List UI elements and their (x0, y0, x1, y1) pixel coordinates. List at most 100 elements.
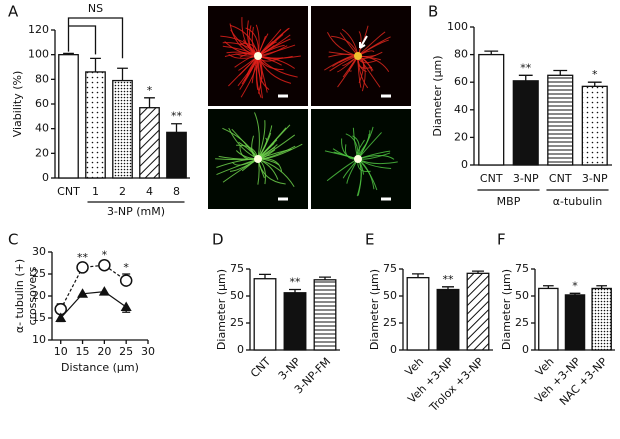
marker (77, 288, 89, 298)
error-bar (259, 273, 271, 279)
y-tick-label: 80 (35, 72, 49, 85)
bar (58, 54, 79, 179)
panel-label: C (8, 231, 18, 249)
y-tick-label: 75 (515, 262, 529, 275)
y-tick-label: 120 (28, 23, 49, 36)
soma (254, 52, 262, 60)
y-tick-label: 15 (32, 311, 46, 324)
process (357, 31, 386, 57)
x-tick-label: 3-NP (582, 172, 608, 185)
significance: ** (443, 273, 455, 286)
marker (98, 258, 111, 272)
error-bar (553, 69, 568, 76)
y-tick-label: 50 (383, 289, 397, 302)
process (357, 154, 395, 160)
y-axis-label: crossovers (26, 266, 39, 325)
series-line (60, 264, 127, 310)
y-tick-label: 0 (522, 343, 529, 356)
bar (538, 287, 559, 351)
bar (478, 53, 505, 166)
process (228, 55, 259, 87)
bar (166, 131, 187, 179)
x-tick-label: 30 (141, 345, 155, 358)
bar (436, 288, 460, 351)
significance: * (123, 261, 129, 274)
significance: * (102, 249, 108, 262)
y-axis-label: Diameter (μm) (431, 55, 444, 136)
panel-label: B (428, 3, 438, 21)
error-bar (587, 81, 602, 87)
error-bar (117, 67, 128, 81)
panel-label: D (212, 231, 224, 249)
significance: * (147, 84, 153, 97)
error-bar (144, 97, 155, 108)
y-tick-label: 0 (237, 343, 244, 356)
marker (76, 261, 89, 274)
group-label: MBP (497, 195, 521, 208)
x-tick-label: 3-NP (276, 355, 304, 383)
y-tick-label: 75 (383, 262, 397, 275)
x-tick-label: CNT (57, 185, 80, 198)
process (222, 127, 259, 160)
y-tick-label: 20 (454, 130, 468, 143)
significance: ** (290, 276, 302, 289)
y-tick-label: 20 (32, 289, 46, 302)
y-axis-label: Diameter (μm) (500, 269, 513, 350)
significance: * (592, 68, 598, 81)
y-tick-label: 20 (35, 146, 49, 159)
y-tick-label: 50 (230, 289, 244, 302)
significance: ** (171, 110, 183, 123)
x-tick-label: 2 (119, 185, 126, 198)
soma (254, 155, 262, 163)
bar (85, 71, 106, 179)
y-tick-label: 75 (230, 262, 244, 275)
process (254, 112, 260, 160)
x-tick-label: Veh (403, 355, 427, 379)
soma (354, 155, 362, 163)
y-tick-label: 0 (42, 171, 49, 184)
y-tick-label: 25 (230, 316, 244, 329)
y-tick-label: 25 (32, 267, 46, 280)
y-axis-label: α- tubulin (+) (13, 259, 26, 333)
x-tick-label: 25 (119, 345, 133, 358)
y-tick-label: 40 (35, 122, 49, 135)
bar (406, 276, 430, 351)
x-tick-label: 10 (54, 345, 68, 358)
y-axis-label: Diameter (μm) (215, 269, 228, 350)
y-axis-label: Viability (%) (11, 71, 24, 138)
x-tick-label: 15 (76, 345, 90, 358)
bar (564, 294, 586, 351)
bar (591, 287, 612, 351)
group-label: α-tubulin (553, 195, 603, 208)
bracket (67, 17, 124, 59)
bar (466, 272, 490, 351)
bar (313, 279, 337, 351)
bar (283, 292, 307, 351)
significance: ** (77, 251, 89, 264)
y-tick-label: 40 (454, 103, 468, 116)
marker (55, 312, 67, 322)
y-tick-label: 100 (447, 20, 468, 33)
significance: * (572, 279, 578, 292)
y-axis-label: Diameter (μm) (368, 269, 381, 350)
panel-label: E (365, 231, 374, 249)
y-tick-label: 0 (461, 158, 468, 171)
series-line (60, 290, 127, 319)
bar (581, 85, 608, 166)
x-tick-label: 3-NP (513, 172, 539, 185)
x-tick-label: 20 (97, 345, 111, 358)
marker (119, 274, 133, 287)
y-tick-label: 30 (32, 245, 46, 258)
marker (120, 301, 132, 311)
marker (98, 286, 110, 296)
x-axis-label: Distance (μm) (61, 361, 139, 374)
x-tick-label: 1 (92, 185, 99, 198)
y-tick-label: 60 (35, 97, 49, 110)
bar (112, 79, 133, 179)
bar (139, 107, 160, 179)
y-tick-label: 80 (454, 48, 468, 61)
error-bar (90, 57, 101, 72)
x-tick-label: CNT (549, 172, 572, 185)
y-tick-label: 0 (390, 343, 397, 356)
